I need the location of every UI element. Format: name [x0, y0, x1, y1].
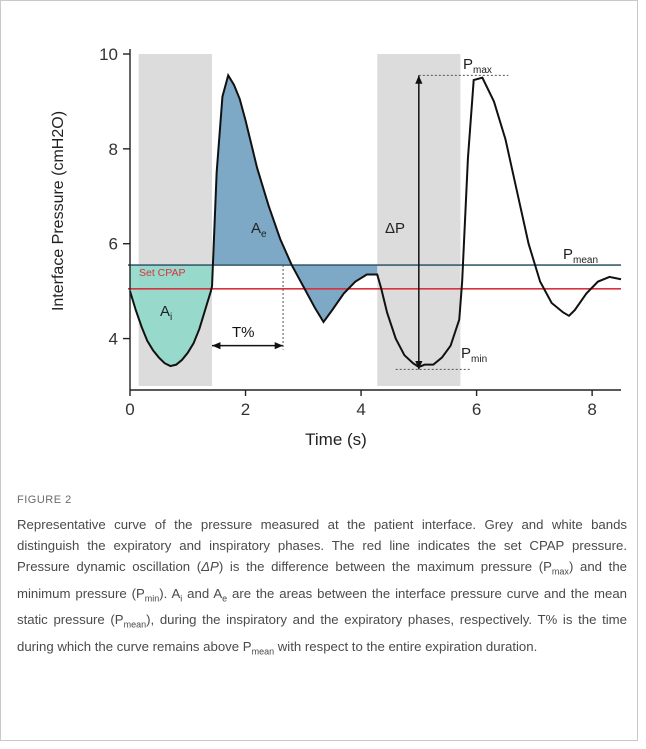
delta-p-label: ΔP — [385, 220, 405, 237]
set-cpap-label: Set CPAP — [139, 267, 186, 279]
ai-label: Ai — [160, 303, 172, 323]
t-percent-arrowhead-right — [274, 342, 284, 350]
x-tick-label: 0 — [125, 400, 134, 419]
x-tick-label: 6 — [472, 400, 481, 419]
t-percent-label: T% — [232, 324, 255, 341]
x-tick-label: 8 — [587, 400, 596, 419]
x-axis-label: Time (s) — [305, 430, 367, 449]
pmin-label: Pmin — [461, 345, 487, 365]
area-ae-below — [280, 265, 378, 322]
y-tick-label: 10 — [99, 45, 118, 64]
ae-label: Ae — [251, 220, 267, 240]
y-axis-label: Interface Pressure (cmH2O) — [50, 111, 67, 311]
delta-p-arrowhead-bottom — [415, 361, 423, 370]
pressure-chart: 4 6 8 10 0 2 4 6 8 Time (s) Interface Pressure (… — [50, 45, 622, 449]
area-ai — [130, 265, 213, 367]
figure-label: FIGURE 2 — [17, 494, 72, 506]
t-percent-arrowhead-left — [212, 342, 221, 350]
y-tick-label: 8 — [109, 140, 118, 159]
pressure-curve — [129, 72, 622, 369]
x-tick-label: 4 — [356, 400, 365, 419]
area-ae — [212, 75, 378, 266]
pmean-label: Pmean — [563, 246, 598, 266]
figure-card: 4 6 8 10 0 2 4 6 8 Time (s) Interface Pressure (… — [0, 0, 638, 741]
delta-p-arrowhead-top — [415, 75, 423, 84]
figure-caption: Representative curve of the pressure mea… — [17, 517, 627, 657]
y-tick-label: 6 — [109, 235, 118, 254]
pmax-label: Pmax — [463, 56, 492, 76]
x-tick-label: 2 — [241, 400, 250, 419]
y-tick-label: 4 — [109, 330, 118, 349]
